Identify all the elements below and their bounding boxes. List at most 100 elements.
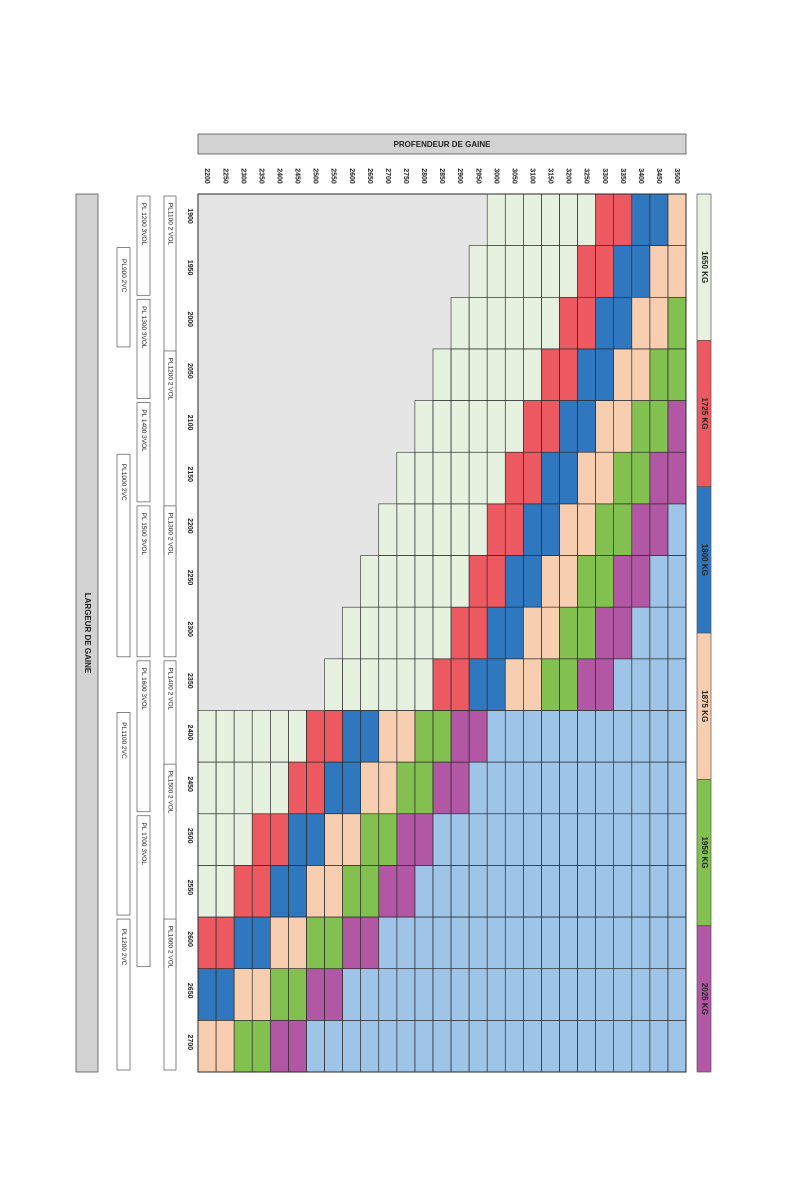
heatmap-cell — [523, 917, 542, 969]
heatmap-cell — [487, 968, 506, 1021]
heatmap-cell — [631, 452, 650, 504]
heatmap-cell — [505, 865, 524, 918]
heatmap-cell — [523, 245, 542, 298]
heatmap-cell — [595, 194, 614, 246]
heatmap-cell — [613, 607, 632, 659]
x-tick-label: 2350 — [186, 673, 193, 689]
heatmap-cell — [378, 762, 397, 814]
y-tick-label: 2450 — [294, 168, 301, 184]
heatmap-cell — [577, 607, 596, 659]
heatmap-cell — [414, 762, 433, 814]
heatmap-cell — [342, 917, 361, 969]
platform-bar — [136, 195, 151, 296]
heatmap-cell — [432, 555, 452, 608]
platform-bar — [136, 298, 151, 399]
heatmap-cell — [577, 917, 596, 969]
y-tick-label: 2900 — [456, 168, 463, 184]
heatmap-cell — [216, 762, 235, 814]
heatmap-cell — [396, 503, 415, 556]
heatmap-cell — [631, 400, 650, 453]
heatmap-cell — [270, 813, 289, 866]
heatmap-cell — [378, 555, 397, 608]
heatmap-cell — [432, 813, 452, 866]
heatmap-cell — [451, 555, 470, 608]
heatmap-cell — [306, 968, 325, 1021]
heatmap-cell — [595, 658, 614, 711]
platform-bar — [116, 453, 131, 658]
heatmap-cell — [396, 917, 415, 969]
heatmap-cell — [451, 1020, 470, 1072]
heatmap-cell — [631, 194, 650, 246]
heatmap-cell — [631, 710, 650, 763]
heatmap-cell — [414, 968, 433, 1021]
y-tick-label: 2600 — [348, 168, 355, 184]
heatmap-cell — [198, 762, 217, 814]
heatmap-cell — [523, 762, 542, 814]
heatmap-cell — [360, 1020, 379, 1072]
heatmap-cell — [577, 348, 596, 401]
heatmap-cell — [667, 1020, 686, 1072]
heatmap-cell — [559, 968, 578, 1021]
heatmap-cell — [487, 348, 506, 401]
heatmap-cell — [342, 813, 361, 866]
heatmap-cell — [577, 503, 596, 556]
x-tick-label: 2500 — [186, 828, 193, 844]
heatmap-cell — [414, 865, 433, 918]
heatmap-cell — [505, 297, 524, 349]
heatmap-cell — [541, 1020, 560, 1072]
heatmap-cell — [198, 1020, 217, 1072]
heatmap-cell — [487, 658, 506, 711]
heatmap-cell — [451, 503, 470, 556]
heatmap-cell — [198, 865, 217, 918]
x-tick-label: 1950 — [186, 260, 193, 276]
heatmap-cell — [631, 813, 650, 866]
heatmap-cell — [487, 400, 506, 453]
heatmap-cell — [432, 968, 452, 1021]
heatmap-cell — [469, 917, 488, 969]
platform-bar-label: PL1100 2 VOL — [166, 203, 173, 246]
x-tick-label: 2100 — [186, 415, 193, 431]
platform-bar-label: PL 1600 3VOL — [140, 668, 147, 711]
heatmap-cell — [414, 452, 433, 504]
platform-bar-label: PL1500 2 VOL — [166, 771, 173, 814]
heatmap-cell — [649, 762, 668, 814]
heatmap-cell — [649, 194, 668, 246]
heatmap-cell — [451, 400, 470, 453]
chart-title: PROFENDEUR DE GAINE — [394, 140, 492, 149]
y-tick-label: 3000 — [492, 168, 499, 184]
heatmap-cell — [505, 762, 524, 814]
heatmap-cell — [613, 917, 632, 969]
heatmap-cell — [288, 1020, 307, 1072]
heatmap-cell — [414, 710, 433, 763]
heatmap-cell — [414, 400, 433, 453]
heatmap-cell — [414, 917, 433, 969]
heatmap-cell — [451, 658, 470, 711]
heatmap-cell — [324, 762, 343, 814]
heatmap-cell — [360, 607, 379, 659]
heatmap-cell — [577, 1020, 596, 1072]
heatmap-cell — [414, 607, 433, 659]
heatmap-cell — [631, 917, 650, 969]
heatmap-cell — [378, 917, 397, 969]
heatmap-cell — [505, 658, 524, 711]
platform-bar-label: PL 1200 3VOL — [140, 203, 147, 246]
heatmap-cell — [469, 813, 488, 866]
heatmap-cell — [216, 917, 235, 969]
heatmap-cell — [523, 658, 542, 711]
heatmap-cell — [432, 710, 452, 763]
heatmap-cell — [631, 968, 650, 1021]
heatmap-cell — [360, 917, 379, 969]
heatmap-cell — [234, 917, 253, 969]
x-tick-label: 2400 — [186, 725, 193, 741]
heatmap-cell — [541, 555, 560, 608]
x-tick-label: 2700 — [186, 1035, 193, 1051]
heatmap-cell — [469, 658, 488, 711]
heatmap-cell — [469, 452, 488, 504]
heatmap-cell — [198, 968, 217, 1021]
platform-bar — [136, 505, 151, 658]
heatmap-cell — [649, 917, 668, 969]
heatmap-cell — [667, 400, 686, 453]
heatmap-cell — [559, 710, 578, 763]
y-tick-label: 2650 — [366, 168, 373, 184]
